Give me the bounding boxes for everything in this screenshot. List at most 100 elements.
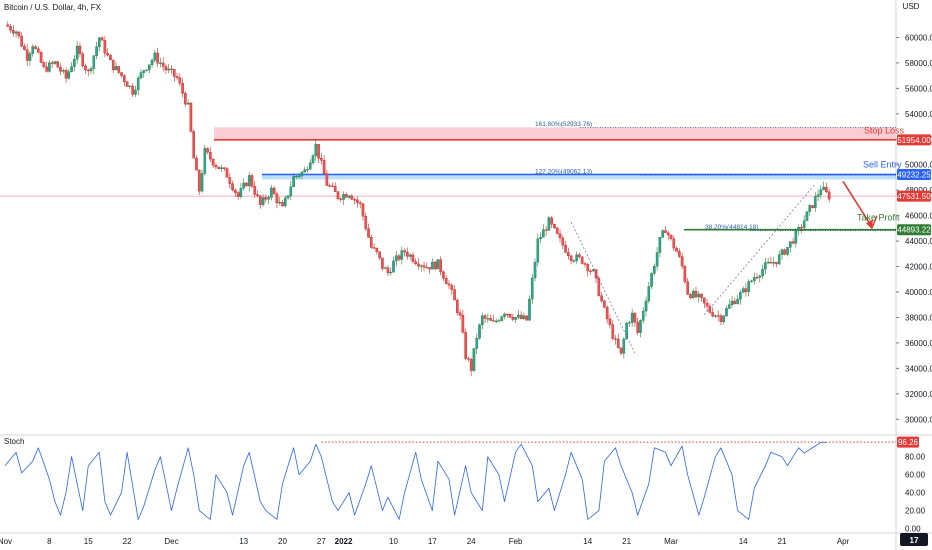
candle-body [347,195,351,198]
candle-body [744,288,748,292]
time-tick-label: Nov [0,537,12,546]
price-tag-label: 44893.22 [897,226,931,235]
sell-arrow-line [842,180,873,228]
candle-body [172,69,176,77]
candle-body [428,267,431,270]
candle-body [325,173,329,186]
candle-body [70,66,73,72]
candle-body [95,46,98,56]
candle-body [825,186,828,193]
time-tick-label: 14 [739,537,748,546]
candle-body [761,269,764,277]
price-tick-label: 32000.00 [905,390,932,399]
price-axis[interactable]: 30000.00 32000.00 34000.00 36000.00 38000.00… [896,33,932,424]
price-tick-label: 36000.00 [905,339,932,348]
candle-body [278,202,282,204]
candle-body [250,175,254,187]
price-tick-label: 42000.00 [905,263,932,272]
candle-body [764,262,767,270]
candle-body [195,157,198,171]
candle-body [805,211,809,221]
candle-body [339,198,343,200]
candle-body [647,286,651,302]
candle-body [256,194,259,197]
candle-body [394,255,398,262]
candle-body [242,182,245,189]
candle-body [20,35,23,47]
candle-body [489,318,492,321]
price-tick-label: 58000.00 [905,59,932,68]
candle-body [234,189,237,193]
candle-body [411,254,415,262]
candle-body [53,61,57,64]
candle-body [708,306,712,313]
candle-body [800,227,803,229]
candle-body [472,348,476,371]
candle-body [14,31,18,34]
candle-body [106,53,109,56]
tradingview-logo[interactable]: 17 [900,533,928,546]
candle-body [156,52,159,64]
candle-body [192,131,196,159]
candle-body [400,250,404,260]
candle-body [775,261,778,265]
candle-body [525,315,528,321]
candle-body [533,261,537,279]
candle-body [153,52,157,61]
stoch-axis[interactable]: 0.00 20.00 40.00 60.00 80.00 96.26 [897,436,926,534]
candle-body [569,255,573,261]
candle-body [611,324,615,339]
candle-body [289,186,293,196]
time-axis[interactable]: Nov 8 15 22 Dec 13 20 27 2022 10 17 24 Feb 14 21 Mar 14 2… [0,537,850,546]
candle-body [261,197,265,205]
candle-body [747,281,750,292]
stoch-tick-label: 20.00 [905,507,926,516]
annotation-take-profit: Take Profit [857,213,900,223]
candle-body [528,298,531,321]
symbol-title[interactable]: Bitcoin / U.S. Dollar, 4h, FX [4,3,102,12]
candle-body [98,37,101,47]
candle-body [350,195,354,200]
candle-body [50,62,54,64]
candle-body [322,160,326,174]
candle-body [536,238,540,263]
candle-body [370,237,373,248]
candle-body [59,66,62,72]
candle-body [189,102,193,132]
candle-body [78,45,82,54]
candle-body [586,264,590,272]
candle-body [608,318,612,325]
candle-body [769,262,773,264]
candle-body [314,143,318,156]
price-tick-label: 50000.00 [905,161,932,170]
candle-body [780,249,784,255]
stoch-title[interactable]: Stoch [4,437,24,446]
candle-body [622,338,626,354]
levels-layer: 161.80%(52933.76) 127.20%(49062.13) 38.20%… [0,121,896,231]
candle-body [331,185,334,187]
candle-body [139,72,143,79]
candle-body [503,313,506,317]
candle-body [727,304,731,309]
stop-loss-zone [214,127,896,140]
candle-body [722,315,726,323]
candle-body [508,313,512,318]
candle-body [267,197,270,200]
candle-body [136,77,140,91]
candle-body [519,314,523,319]
candle-body [583,263,587,265]
candle-body [661,230,664,238]
candle-body [197,169,201,192]
candle-body [383,267,387,269]
candle-body [691,290,695,299]
projection-line [704,183,816,316]
candle-body [564,244,567,253]
candle-body [239,188,243,197]
candle-body [442,271,445,279]
candle-body [572,260,576,262]
candle-body [392,260,395,273]
candle-body [128,85,132,87]
candle-body [422,265,426,268]
